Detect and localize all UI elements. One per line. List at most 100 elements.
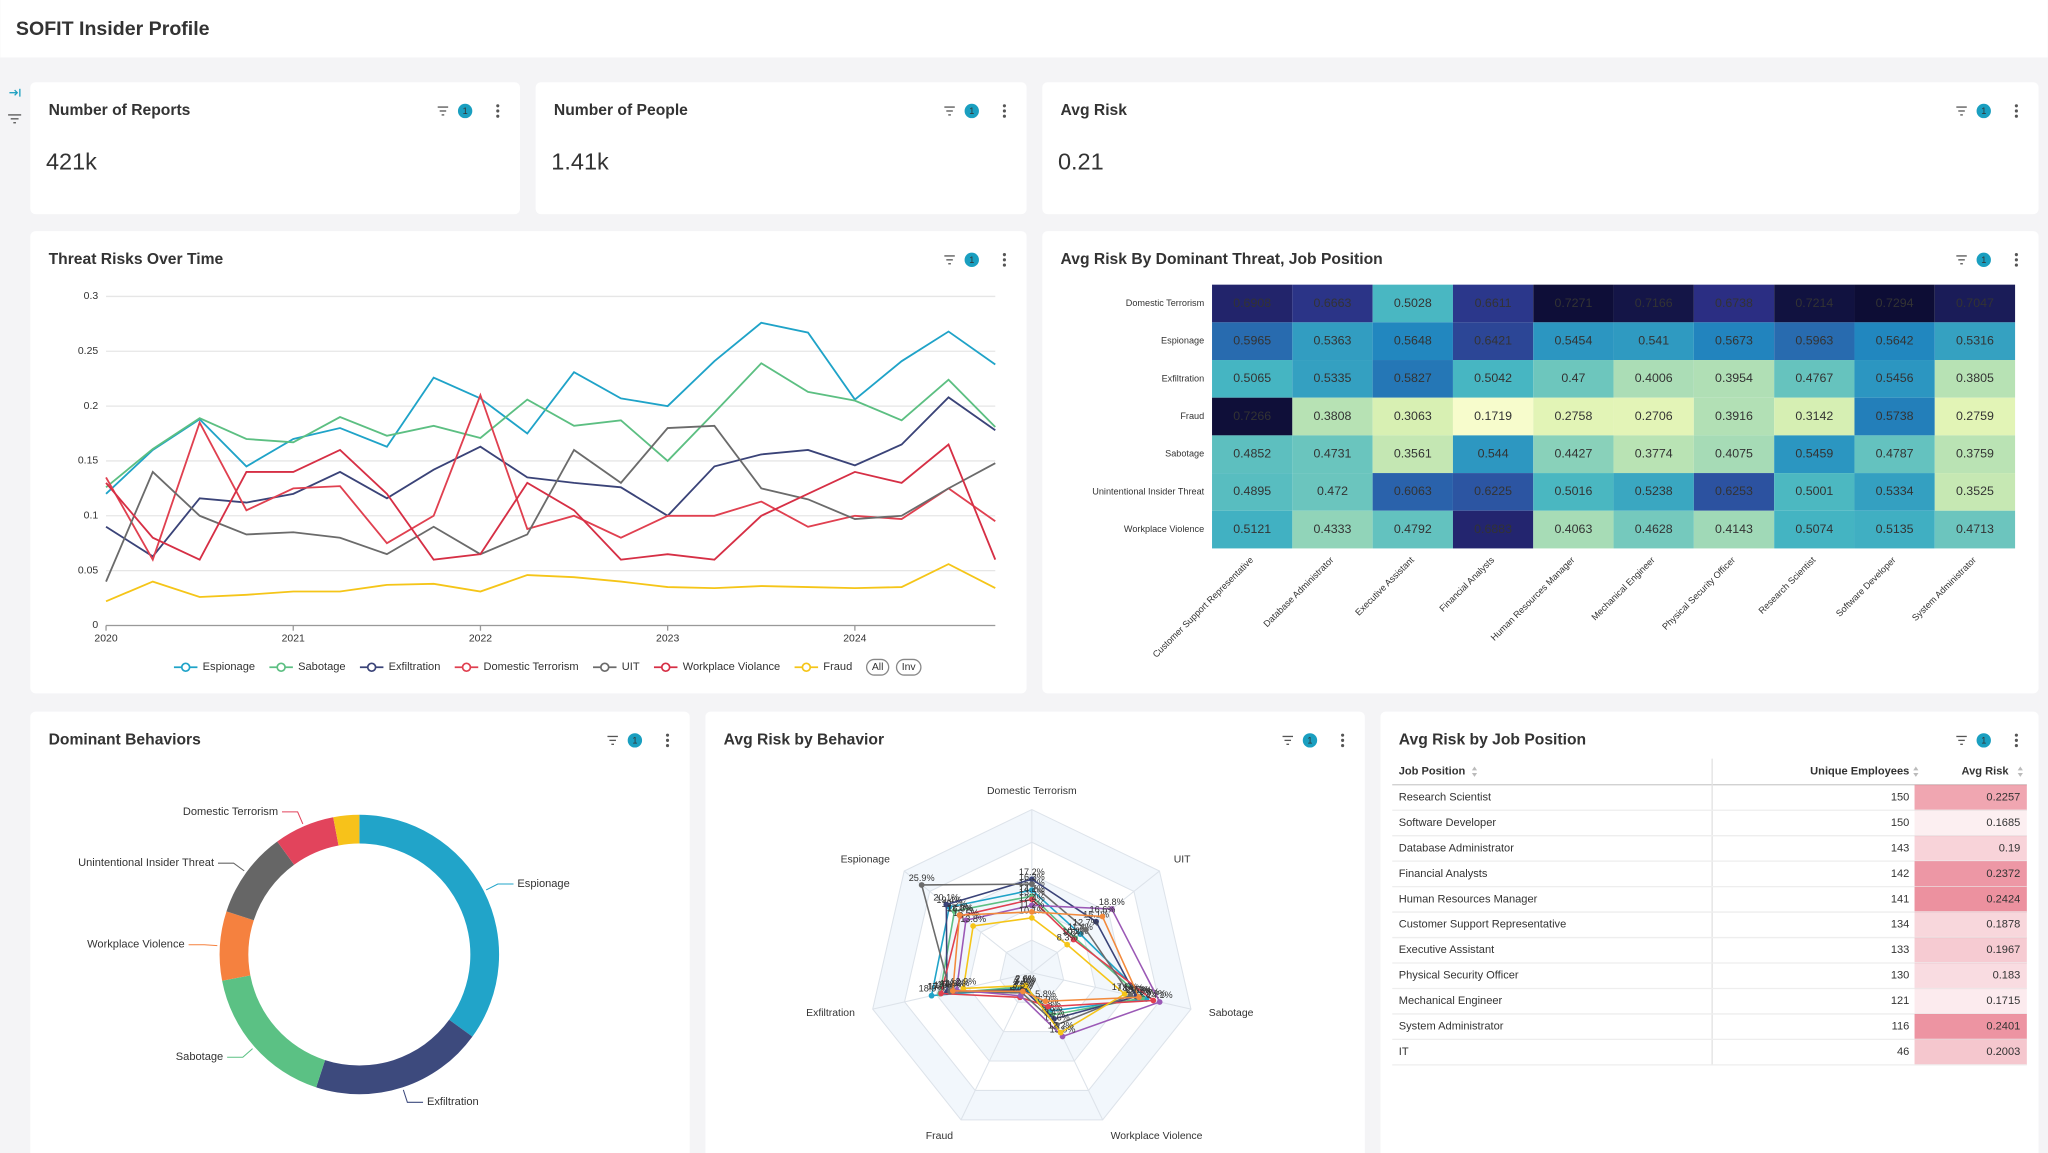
filter-button[interactable] [607, 735, 618, 745]
donut-slice [316, 1019, 473, 1095]
legend-item[interactable]: Domestic Terrorism [454, 661, 579, 673]
radar-value-label: 20.2% [1126, 985, 1152, 995]
cell-label: 0.6883 [1474, 522, 1512, 536]
cell-label: 0.4895 [1233, 484, 1271, 498]
more-menu[interactable] [1002, 104, 1006, 118]
cell-label: 0.47 [1561, 371, 1585, 385]
radar-point [1028, 896, 1035, 903]
cell-label: 0.3561 [1394, 447, 1432, 461]
cell-label: 0.544 [1478, 447, 1509, 461]
radar-value-label: 13.5% [1019, 887, 1045, 897]
legend-item[interactable]: Workplace Violance [653, 661, 780, 673]
sidebar-filter[interactable] [8, 114, 22, 124]
cell-label: 0.3063 [1394, 409, 1432, 423]
risk-cell [1914, 963, 2027, 989]
cell-label: 0.5065 [1233, 371, 1271, 385]
cell-label: 0.2758 [1554, 409, 1592, 423]
legend-button[interactable]: All [865, 658, 890, 676]
more-menu[interactable] [2014, 253, 2018, 267]
cell-label: 0.5135 [1876, 522, 1914, 536]
donut-slice [219, 911, 254, 981]
card-title: Avg Risk By Dominant Threat, Job Positio… [1061, 251, 1383, 268]
leader-line [217, 862, 245, 872]
filter-button[interactable] [944, 255, 955, 265]
filter-button[interactable] [1956, 735, 1967, 745]
series-line [105, 321, 996, 495]
legend-item[interactable]: Exfiltration [359, 661, 440, 673]
risk-cell [1914, 937, 2027, 964]
series-line [105, 392, 996, 562]
filter-button[interactable] [1956, 106, 1967, 116]
filter-button[interactable] [437, 106, 449, 116]
table-cell: 0.183 [1993, 970, 2021, 982]
table-cell: 121 [1891, 995, 1909, 1007]
card-title: Avg Risk by Job Position [1399, 732, 1586, 749]
table-cell: Financial Analysts [1399, 868, 1488, 880]
heatmap-cell [1212, 360, 1293, 398]
cell-label: 0.5001 [1795, 484, 1833, 498]
row-label: Fraud [1180, 411, 1204, 421]
legend-item[interactable]: UIT [593, 661, 640, 673]
heatmap-cell [1854, 510, 1935, 549]
slice-label: Workplace Violence [87, 939, 185, 951]
risk-cell [1914, 1013, 2027, 1040]
radar-value-label: 2.6% [1015, 973, 1036, 983]
more-menu[interactable] [496, 104, 500, 118]
filter-button[interactable] [1282, 735, 1293, 745]
table-cell: 0.2003 [1986, 1046, 2020, 1058]
more-menu[interactable] [2014, 733, 2018, 748]
risk-cell [1914, 861, 2027, 887]
slice-label: Unintentional Insider Threat [78, 857, 214, 869]
x-tick-label: 2020 [94, 633, 117, 644]
card-title: Dominant Behaviors [49, 732, 202, 749]
radar-point [1045, 1003, 1051, 1010]
y-tick-label: 0 [92, 620, 98, 631]
filter-button[interactable] [1956, 255, 1967, 265]
heatmap-cell [1613, 397, 1694, 436]
cell-label: 0.4767 [1795, 371, 1833, 385]
y-tick-label: 0.25 [78, 346, 99, 357]
more-menu[interactable] [665, 733, 670, 748]
risk-cell [1914, 912, 2027, 938]
y-tick-label: 0.15 [78, 456, 99, 467]
axis-label: Exfiltration [806, 1008, 855, 1019]
filter-button[interactable] [944, 106, 955, 116]
risk-cell [1914, 886, 2027, 913]
radar-value-label: 17.0% [947, 903, 973, 913]
axis-label: Workplace Violence [1111, 1131, 1203, 1142]
sidebar-expand[interactable] [9, 88, 21, 97]
more-menu[interactable] [1341, 733, 1345, 748]
radar-value-label: 20.8% [1129, 986, 1155, 996]
radar-point [1099, 913, 1106, 920]
heatmap-cell [1693, 360, 1775, 398]
radar-value-label: 9.4% [1044, 1007, 1065, 1017]
filter-count: 1 [1981, 106, 1986, 116]
heatmap-cell [1934, 360, 2016, 398]
filter-count: 1 [969, 106, 974, 116]
legend-button[interactable]: Inv [895, 658, 922, 676]
column-header: Avg Risk [1962, 766, 2010, 778]
radar-value-label: 11.2% [1019, 900, 1044, 910]
legend-item[interactable]: Sabotage [269, 661, 346, 673]
cell-label: 0.3808 [1314, 409, 1352, 423]
radar-value-label: 6.9% [1038, 995, 1059, 1005]
table-cell: Customer Support Representative [1399, 919, 1567, 931]
more-menu[interactable] [1002, 253, 1006, 267]
radar-point [1136, 994, 1142, 1001]
filter-count: 1 [969, 255, 974, 265]
cell-label: 0.4628 [1635, 522, 1673, 536]
legend-item[interactable]: Fraud [794, 661, 853, 673]
donut-slice [359, 814, 500, 1037]
radar-point [1057, 1029, 1064, 1036]
legend-label: Espionage [203, 661, 255, 673]
more-menu[interactable] [2014, 104, 2018, 118]
filter-count: 1 [1981, 735, 1986, 745]
table-cell: 0.2424 [1986, 893, 2020, 905]
row-label: Domestic Terrorism [1126, 298, 1204, 308]
radar-point [960, 985, 967, 992]
axis-label: Domestic Terrorism [987, 786, 1077, 797]
heatmap-cell [1372, 322, 1453, 361]
legend-item[interactable]: Espionage [173, 661, 255, 673]
table-cell: 143 [1891, 842, 1909, 854]
